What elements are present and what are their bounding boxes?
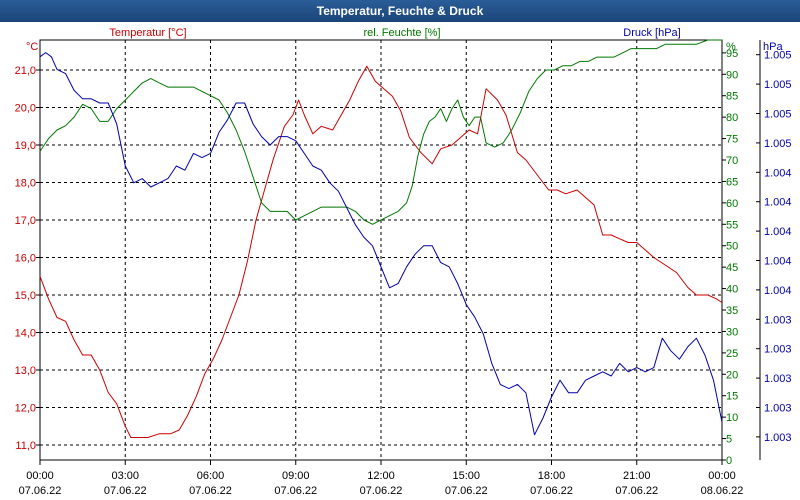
x-tick-date: 07.06.22 [530, 485, 573, 497]
temp-tick-label: 18,0 [15, 178, 36, 190]
series-line-temperature [39, 65, 723, 438]
humidity-tick-label: 15 [726, 391, 738, 403]
humidity-tick-label: 50 [726, 241, 738, 253]
humidity-unit: % [726, 41, 736, 53]
x-tick-date: 07.06.22 [615, 485, 658, 497]
humidity-tick-label: 85 [726, 91, 738, 103]
temp-tick-label: 16,0 [15, 253, 36, 265]
pressure-unit: hPa [763, 41, 783, 53]
temp-tick-label: 15,0 [15, 290, 36, 302]
labels-group: 00:00 07.06.22 03:00 07.06.22 06:00 07.06.22 0… [15, 27, 792, 497]
x-tick-date: 07.06.22 [189, 485, 232, 497]
x-tick-time: 15:00 [452, 470, 480, 482]
chart-background [0, 22, 800, 500]
humidity-tick-label: 75 [726, 134, 738, 146]
x-tick-time: 21:00 [623, 470, 651, 482]
pressure-tick-label: 1.003 [764, 314, 792, 326]
chart-title: Temperatur, Feuchte & Druck [0, 0, 800, 22]
humidity-tick-label: 80 [726, 112, 738, 124]
x-tick-date: 07.06.22 [19, 485, 62, 497]
pressure-tick-label: 1.004 [764, 197, 792, 209]
temp-unit: °C [26, 41, 38, 53]
humidity-tick-label: 95 [726, 48, 738, 60]
temp-tick-label: 21,0 [15, 65, 36, 77]
pressure-tick-label: 1.004 [764, 256, 792, 268]
humidity-tick-label: 10 [726, 412, 738, 424]
humidity-tick-label: 55 [726, 219, 738, 231]
pressure-tick-label: 1.004 [764, 167, 792, 179]
pressure-tick-label: 1.005 [764, 138, 792, 150]
humidity-tick-label: 65 [726, 176, 738, 188]
humidity-tick-label: 5 [726, 434, 732, 446]
pressure-tick-label: 1.003 [764, 403, 792, 415]
x-tick-time: 06:00 [197, 470, 225, 482]
humidity-tick-label: 45 [726, 262, 738, 274]
axes [36, 39, 761, 465]
temp-tick-label: 14,0 [15, 328, 36, 340]
humidity-tick-label: 40 [726, 284, 738, 296]
humidity-tick-label: 30 [726, 326, 738, 338]
pressure-tick-label: 1.004 [764, 226, 792, 238]
temp-tick-label: 12,0 [15, 403, 36, 415]
pressure-tick-label: 1.005 [764, 50, 792, 62]
x-tick-date: 07.06.22 [274, 485, 317, 497]
temp-tick-label: 17,0 [15, 215, 36, 227]
series-line-humidity [39, 39, 722, 225]
temp-tick-label: 19,0 [15, 140, 36, 152]
x-tick-date: 08.06.22 [701, 485, 744, 497]
humidity-tick-label: 20 [726, 369, 738, 381]
x-tick-date: 07.06.22 [360, 485, 403, 497]
humidity-tick-label: 90 [726, 69, 738, 81]
x-tick-date: 07.06.22 [445, 485, 488, 497]
temp-tick-label: 20,0 [15, 103, 36, 115]
x-tick-time: 09:00 [282, 470, 310, 482]
legend-pressure: Druck [hPa] [623, 27, 680, 39]
grid [40, 40, 722, 460]
humidity-tick-label: 35 [726, 305, 738, 317]
x-tick-time: 03:00 [111, 470, 139, 482]
legend-humidity: rel. Feuchte [%] [363, 27, 440, 39]
pressure-tick-label: 1.003 [764, 432, 792, 444]
legend-temperature: Temperatur [°C] [109, 27, 186, 39]
pressure-tick-label: 1.003 [764, 373, 792, 385]
series-line-pressure [39, 52, 723, 436]
pressure-tick-label: 1.003 [764, 344, 792, 356]
pressure-tick-label: 1.005 [764, 79, 792, 91]
x-tick-time: 12:00 [367, 470, 395, 482]
humidity-tick-label: 0 [726, 455, 732, 467]
pressure-tick-label: 1.005 [764, 109, 792, 121]
x-tick-time: 00:00 [26, 470, 54, 482]
series-group [39, 39, 723, 438]
humidity-tick-label: 60 [726, 198, 738, 210]
temp-tick-label: 11,0 [15, 440, 36, 452]
humidity-tick-label: 70 [726, 155, 738, 167]
x-tick-time: 00:00 [708, 470, 736, 482]
x-tick-date: 07.06.22 [104, 485, 147, 497]
humidity-tick-label: 25 [726, 348, 738, 360]
pressure-tick-label: 1.004 [764, 285, 792, 297]
x-tick-time: 18:00 [538, 470, 566, 482]
temp-tick-label: 13,0 [15, 365, 36, 377]
